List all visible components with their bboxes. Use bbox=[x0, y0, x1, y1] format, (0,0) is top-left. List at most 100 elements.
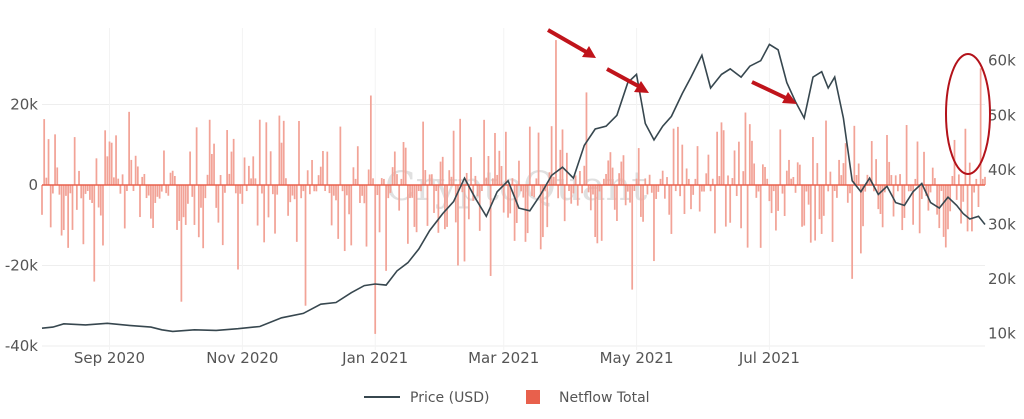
netflow-bar bbox=[437, 184, 440, 233]
netflow-bar bbox=[600, 184, 603, 241]
netflow-bar bbox=[457, 184, 459, 266]
netflow-bar bbox=[97, 184, 100, 208]
netflow-bar bbox=[276, 184, 279, 195]
netflow-bar bbox=[433, 184, 435, 213]
netflow-bar bbox=[428, 174, 431, 185]
netflow-bar bbox=[274, 184, 276, 234]
netflow-bar bbox=[681, 144, 684, 185]
netflow-bar bbox=[746, 184, 749, 248]
netflow-bar bbox=[241, 184, 244, 204]
netflow-bar bbox=[171, 170, 174, 185]
netflow-bar bbox=[239, 184, 242, 194]
netflow-bar bbox=[49, 184, 52, 228]
netflow-bar bbox=[925, 184, 928, 197]
netflow-bar bbox=[498, 150, 501, 185]
netflow-bar bbox=[701, 184, 703, 192]
netflow-bar bbox=[132, 184, 135, 192]
netflow-bar bbox=[783, 184, 786, 217]
netflow-bar bbox=[350, 184, 353, 246]
netflow-bar bbox=[825, 120, 827, 185]
netflow-bar bbox=[751, 140, 753, 185]
netflow-bar bbox=[668, 184, 671, 215]
left-tick-label: -20k bbox=[5, 256, 38, 274]
netflow-bar bbox=[981, 178, 984, 185]
netflow-bar bbox=[378, 184, 381, 233]
netflow-bar bbox=[714, 184, 716, 234]
netflow-bar bbox=[263, 184, 266, 243]
netflow-bar bbox=[984, 176, 986, 185]
netflow-bar bbox=[914, 178, 917, 185]
netflow-bar bbox=[152, 184, 154, 228]
netflow-bar bbox=[346, 184, 348, 196]
netflow-bar bbox=[770, 184, 773, 214]
netflow-bar bbox=[287, 184, 289, 216]
netflow-bar bbox=[785, 170, 788, 185]
netflow-bar bbox=[176, 184, 178, 230]
netflow-bar bbox=[250, 178, 252, 185]
netflow-bar bbox=[966, 184, 969, 232]
netflow-bar bbox=[738, 141, 740, 185]
netflow-bar bbox=[335, 184, 337, 201]
netflow-bar bbox=[339, 126, 342, 185]
netflow-bar bbox=[474, 175, 477, 185]
netflow-bar bbox=[775, 184, 777, 231]
netflow-bar bbox=[491, 178, 494, 185]
netflow-bar bbox=[633, 184, 636, 192]
netflow-bar bbox=[311, 159, 313, 185]
netflow-bar bbox=[84, 184, 87, 194]
netflow-bar bbox=[58, 184, 61, 195]
netflow-bar bbox=[361, 184, 364, 196]
netflow-bar bbox=[282, 120, 285, 185]
legend-item-price[interactable]: Price (USD) bbox=[364, 390, 489, 406]
netflow-bar bbox=[150, 184, 152, 219]
netflow-bar bbox=[629, 184, 631, 203]
netflow-bar bbox=[942, 184, 945, 237]
netflow-bar bbox=[256, 184, 259, 226]
netflow-bar bbox=[799, 164, 801, 185]
netflow-bar bbox=[755, 184, 758, 198]
netflow-bar bbox=[404, 147, 407, 185]
netflow-bar bbox=[478, 184, 481, 231]
netflow-bar bbox=[666, 177, 668, 185]
netflow-bar bbox=[836, 184, 838, 198]
netflow-bar bbox=[363, 184, 366, 204]
netflow-bar bbox=[557, 184, 560, 199]
netflow-bar bbox=[210, 153, 213, 185]
netflow-bar bbox=[703, 184, 705, 192]
netflow-bar bbox=[670, 184, 673, 234]
legend-label-price: Price (USD) bbox=[410, 390, 489, 406]
netflow-bar bbox=[683, 184, 686, 215]
netflow-bar bbox=[618, 173, 620, 185]
netflow-bar bbox=[729, 184, 732, 223]
netflow-bar bbox=[857, 163, 860, 185]
netflow-bar bbox=[533, 184, 536, 198]
netflow-bar bbox=[711, 178, 714, 185]
netflow-bar bbox=[454, 184, 457, 223]
x-tick-label: May 2021 bbox=[600, 349, 674, 367]
netflow-bar bbox=[326, 151, 329, 185]
netflow-bar bbox=[809, 184, 812, 243]
netflow-bar bbox=[757, 184, 760, 192]
netflow-bars bbox=[41, 40, 986, 334]
netflow-bar bbox=[661, 170, 664, 185]
netflow-bar bbox=[80, 184, 83, 199]
netflow-bar bbox=[594, 184, 597, 238]
netflow-bar bbox=[944, 184, 947, 248]
left-axis: 20k 0 -20k -40k bbox=[5, 95, 38, 355]
arrow-icon-2 bbox=[606, 67, 649, 93]
netflow-bar bbox=[396, 174, 398, 185]
netflow-bar bbox=[587, 184, 590, 193]
netflow-bar bbox=[271, 184, 274, 195]
left-tick-label: -40k bbox=[5, 337, 38, 355]
netflow-bar bbox=[866, 174, 869, 185]
netflow-bar bbox=[315, 184, 318, 192]
x-axis: Sep 2020 Nov 2020 Jan 2021 Mar 2021 May 2021… bbox=[74, 349, 800, 367]
netflow-bar bbox=[748, 124, 751, 185]
netflow-bar bbox=[178, 184, 181, 221]
netflow-bar bbox=[369, 95, 372, 185]
netflow-bar bbox=[317, 175, 320, 185]
netflow-bar bbox=[657, 184, 660, 192]
legend-item-netflow[interactable]: Netflow Total bbox=[526, 390, 650, 406]
netflow-bar bbox=[500, 166, 503, 185]
netflow-bar bbox=[555, 40, 557, 185]
